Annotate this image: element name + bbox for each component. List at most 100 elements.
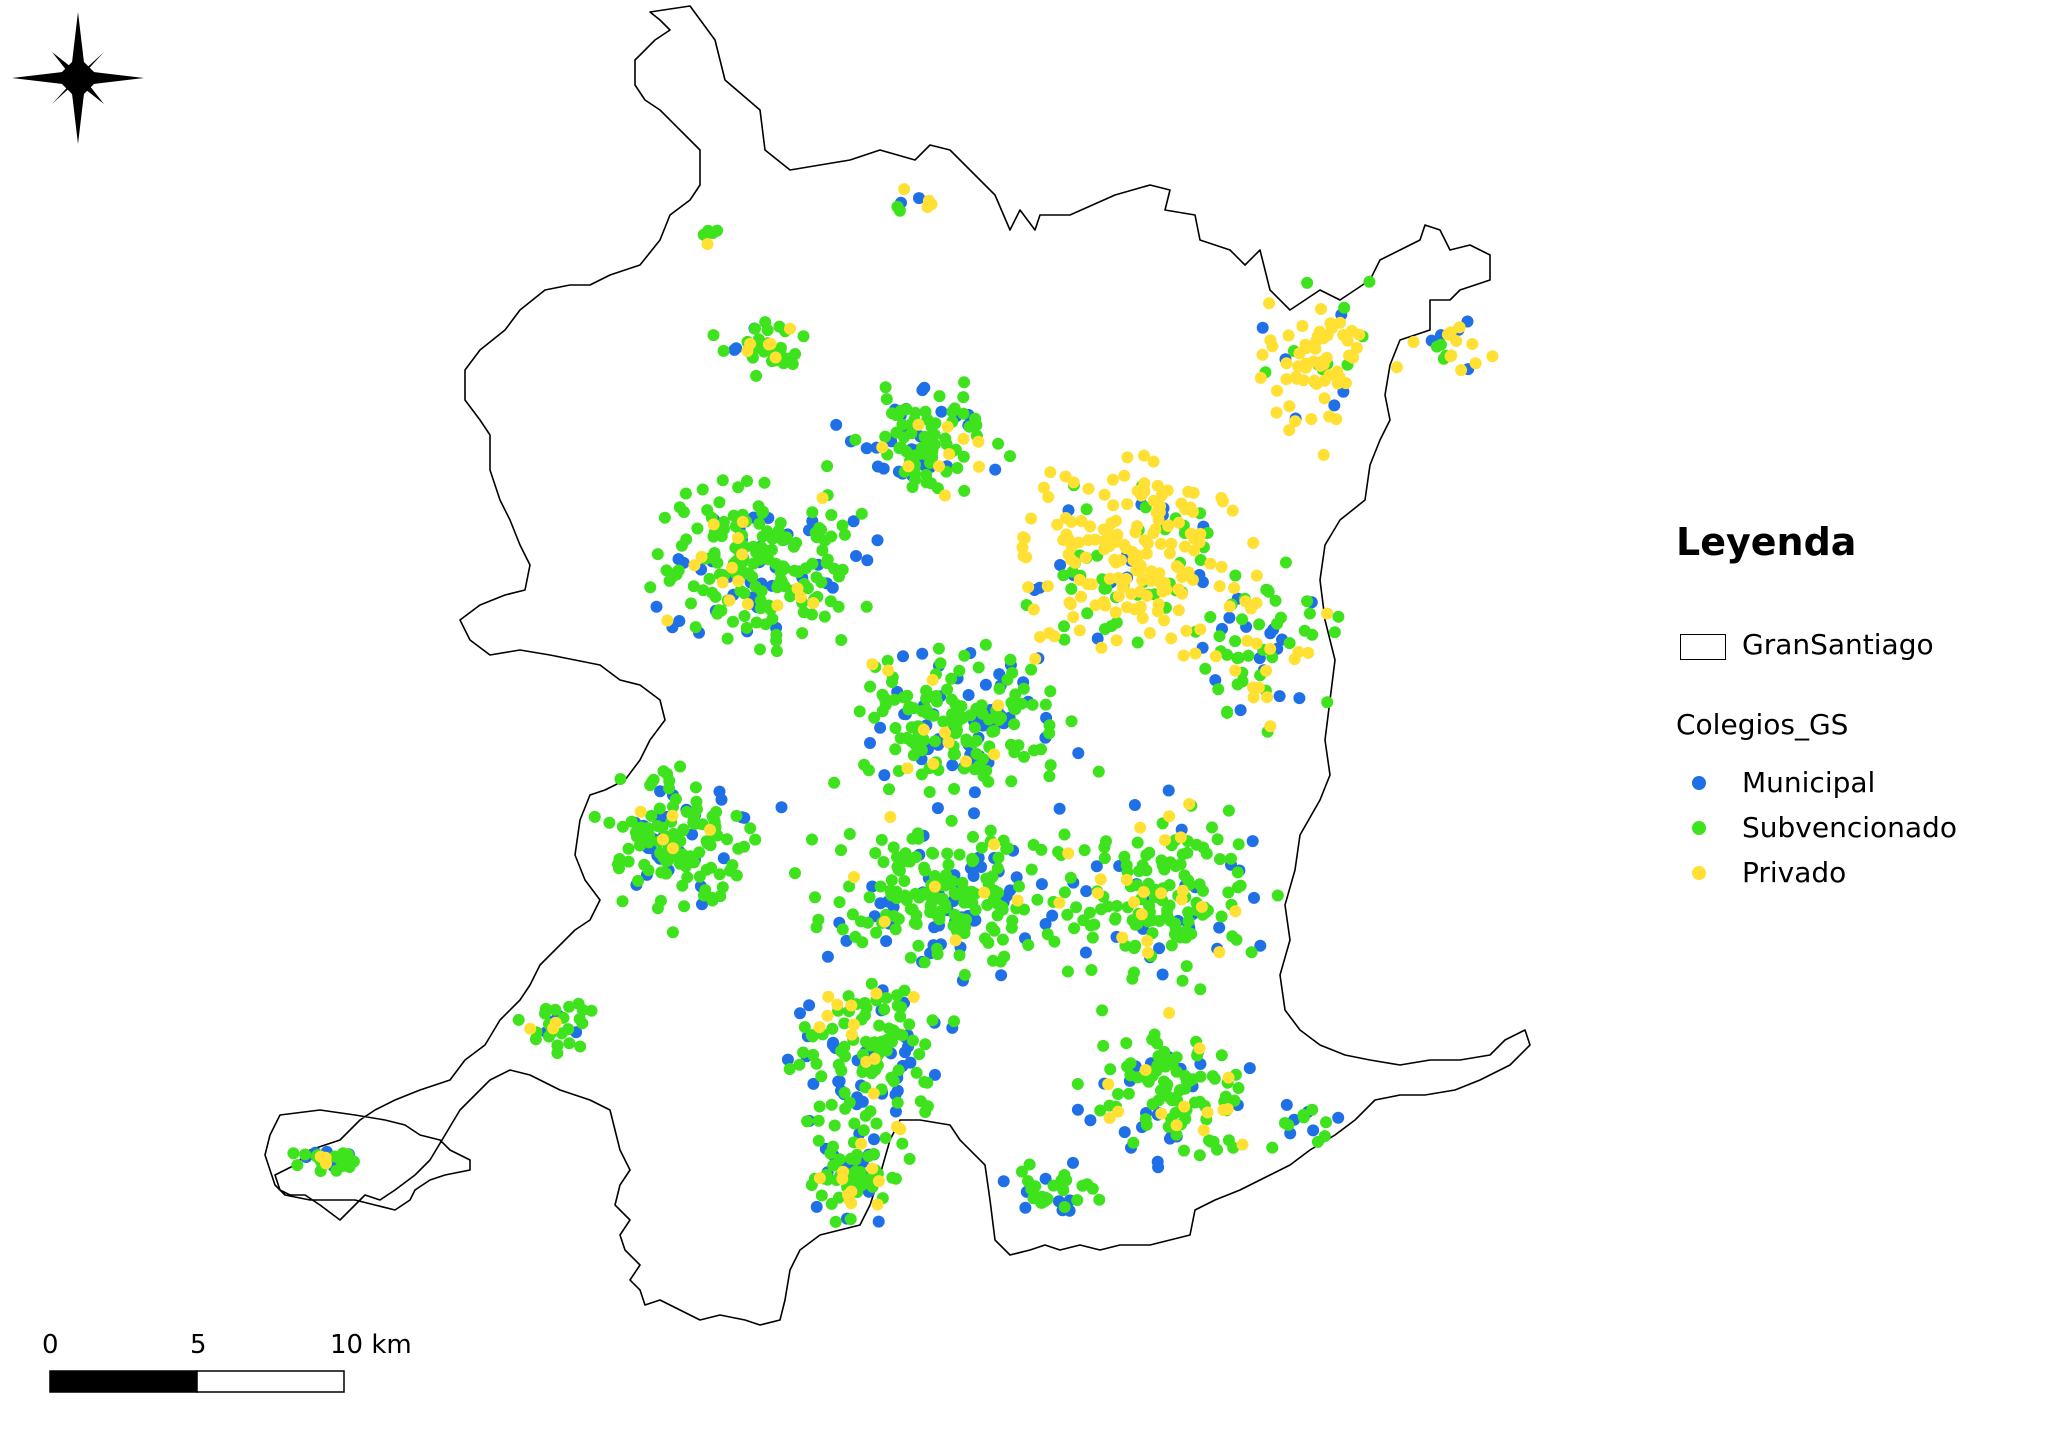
privado-point bbox=[1292, 646, 1305, 658]
privado-point bbox=[661, 614, 674, 627]
legend-points-layer-label: Colegios_GS bbox=[1676, 708, 1849, 741]
subvencionado-point bbox=[848, 1117, 861, 1130]
subvencionado-point bbox=[685, 597, 697, 610]
subvencionado-point bbox=[887, 841, 900, 854]
municipal-point bbox=[1246, 835, 1259, 848]
subvencionado-point bbox=[512, 1013, 525, 1026]
scale-bar bbox=[49, 1370, 345, 1393]
privado-point bbox=[1201, 1106, 1214, 1119]
subvencionado-point bbox=[996, 933, 1009, 946]
subvencionado-point bbox=[868, 711, 881, 724]
privado-point bbox=[1116, 931, 1129, 944]
subvencionado-point bbox=[957, 391, 970, 404]
subvencionado-point bbox=[919, 1038, 932, 1051]
privado-point bbox=[1120, 873, 1133, 886]
privado-point bbox=[872, 1175, 885, 1188]
privado-point bbox=[1025, 512, 1038, 525]
municipal-point bbox=[826, 581, 839, 594]
privado-point bbox=[992, 699, 1005, 712]
subvencionado-point bbox=[903, 700, 916, 713]
municipal-point bbox=[1209, 674, 1222, 687]
subvencionado-point bbox=[1142, 1075, 1155, 1088]
subvencionado-point bbox=[903, 1018, 916, 1031]
privado-point bbox=[1158, 614, 1170, 627]
privado-point bbox=[1082, 534, 1095, 547]
subvencionado-point bbox=[603, 816, 616, 829]
subvencionado-point bbox=[849, 433, 862, 446]
subvencionado-point bbox=[613, 862, 625, 875]
privado-point bbox=[319, 1151, 332, 1164]
compass-star-icon bbox=[12, 12, 144, 144]
privado-point bbox=[1187, 505, 1199, 518]
privado-point bbox=[1321, 607, 1334, 620]
subvencionado-point bbox=[1081, 607, 1094, 620]
privado-point bbox=[917, 723, 930, 736]
privado-point bbox=[1158, 577, 1171, 589]
privado-point bbox=[688, 559, 701, 572]
privado-point bbox=[1138, 449, 1150, 462]
subvencionado-point bbox=[967, 854, 980, 867]
subvencionado-point bbox=[1126, 972, 1139, 985]
privado-point bbox=[1141, 946, 1154, 959]
subvencionado-point bbox=[812, 1134, 825, 1147]
subvencionado-point bbox=[891, 1096, 904, 1109]
privado-point bbox=[1282, 329, 1295, 342]
privado-point bbox=[1112, 1105, 1125, 1118]
privado-point bbox=[1271, 384, 1283, 397]
municipal-point bbox=[962, 689, 975, 701]
privado-point bbox=[1136, 612, 1149, 624]
privado-point bbox=[928, 880, 941, 893]
subvencionado-point bbox=[1306, 1103, 1319, 1116]
privado-point bbox=[831, 998, 844, 1011]
subvencionado-point bbox=[838, 1017, 851, 1030]
subvencionado-point bbox=[812, 1114, 825, 1127]
subvencionado-point bbox=[836, 519, 849, 532]
subvencionado-point bbox=[1044, 759, 1057, 772]
subvencionado-point bbox=[970, 419, 983, 432]
subvencionado-point bbox=[951, 462, 964, 474]
subvencionado-point bbox=[958, 376, 971, 389]
subvencionado-point bbox=[896, 1137, 909, 1150]
subvencionado-point bbox=[1078, 844, 1091, 857]
privado-point bbox=[1250, 569, 1263, 582]
privado-point bbox=[1120, 572, 1133, 585]
privado-point bbox=[1318, 392, 1331, 405]
subvencionado-point bbox=[828, 776, 841, 789]
subvencionado-point bbox=[1140, 849, 1153, 862]
subvencionado-point bbox=[855, 507, 868, 520]
subvencionado-point bbox=[885, 874, 898, 887]
privado-point bbox=[867, 1087, 880, 1100]
subvencionado-point bbox=[958, 968, 971, 981]
municipal-point bbox=[1035, 878, 1048, 891]
subvencionado-point bbox=[879, 430, 892, 443]
subvencionado-point bbox=[931, 695, 943, 708]
subvencionado-point bbox=[1176, 848, 1189, 861]
subvencionado-point bbox=[766, 612, 779, 625]
privado-point bbox=[884, 811, 897, 823]
subvencionado-point bbox=[1301, 276, 1314, 289]
privado-point bbox=[1390, 361, 1403, 374]
privado-point bbox=[1079, 551, 1092, 564]
subvencionado-point bbox=[1022, 939, 1035, 951]
subvencionado-point bbox=[703, 572, 716, 585]
subvencionado-point bbox=[1026, 698, 1039, 711]
subvencionado-point bbox=[888, 693, 901, 706]
subvencionado-point bbox=[1193, 1149, 1206, 1162]
privado-point bbox=[1331, 365, 1344, 378]
privado-point bbox=[1216, 495, 1229, 508]
subvencionado-point bbox=[796, 627, 809, 640]
privado-point bbox=[939, 489, 951, 502]
subvencionado-point bbox=[691, 803, 703, 816]
subvencionado-point bbox=[958, 927, 971, 940]
privado-point bbox=[1017, 531, 1030, 544]
subvencionado-point bbox=[1092, 765, 1105, 778]
subvencionado-point bbox=[874, 880, 887, 893]
subvencionado-point bbox=[755, 585, 768, 598]
privado-point bbox=[1064, 553, 1077, 566]
subvencionado-swatch bbox=[1692, 821, 1706, 835]
subvencionado-point bbox=[898, 875, 911, 887]
privado-point bbox=[1118, 538, 1131, 551]
privado-point bbox=[1103, 1112, 1116, 1124]
privado-point bbox=[1115, 554, 1127, 567]
subvencionado-point bbox=[706, 891, 719, 904]
